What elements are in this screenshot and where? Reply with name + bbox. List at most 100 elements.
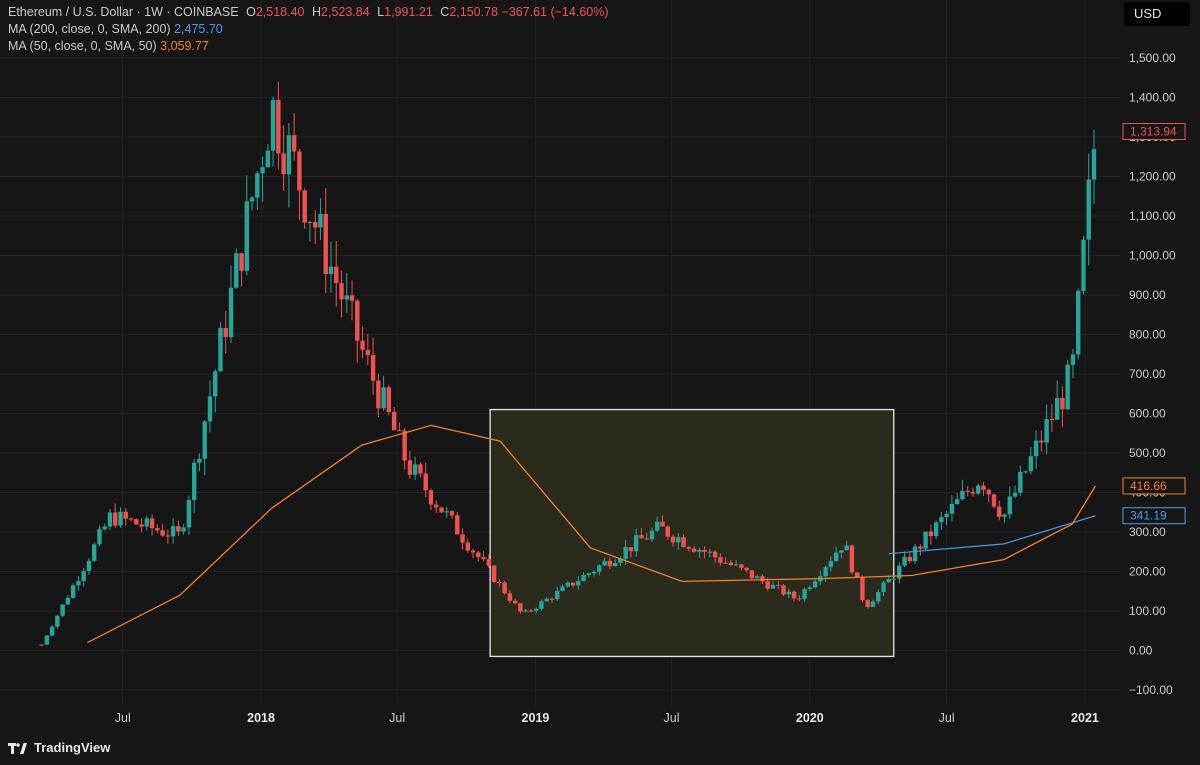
candle-body xyxy=(697,549,702,552)
candle-body xyxy=(255,173,260,198)
candle-body xyxy=(381,387,386,409)
candle-body xyxy=(355,300,360,341)
candle-body xyxy=(876,592,881,602)
candle-body xyxy=(607,560,613,567)
candle-body xyxy=(1076,290,1081,355)
candle-body xyxy=(1054,397,1060,420)
candle-body xyxy=(997,506,1002,517)
ma50-legend[interactable]: MA (50, close, 0, SMA, 50) 3,059.77 xyxy=(8,39,209,53)
candle-body xyxy=(81,571,86,582)
x-tick-label: Jul xyxy=(389,711,405,725)
candle-body xyxy=(755,576,760,579)
candle-body xyxy=(360,340,365,350)
candle-body xyxy=(728,562,734,566)
candle-body xyxy=(318,213,323,228)
candle-body xyxy=(854,572,860,578)
candle-body xyxy=(970,491,976,494)
x-tick-label: Jul xyxy=(115,711,131,725)
candle-body xyxy=(1086,179,1091,240)
candle-body xyxy=(849,545,855,573)
price-axis[interactable]: −100.000.00100.00200.00300.00400.00500.0… xyxy=(1129,51,1176,697)
low-value: 1,991.21 xyxy=(384,5,433,19)
symbol-title[interactable]: Ethereum / U.S. Dollar · 1W · COINBASE xyxy=(8,5,239,19)
y-tick-label: 1,200.00 xyxy=(1129,170,1176,184)
candle-body xyxy=(502,582,507,594)
candle-body xyxy=(844,545,849,551)
candle-body xyxy=(912,546,918,562)
candle-body xyxy=(428,490,434,505)
candle-body xyxy=(139,524,144,527)
candle-body xyxy=(486,559,492,566)
candle-body xyxy=(534,608,539,611)
candle-body xyxy=(160,530,165,536)
y-tick-label: 1,400.00 xyxy=(1129,91,1176,105)
candle-body xyxy=(1039,440,1044,443)
ma200-line xyxy=(888,515,1096,555)
x-tick-label: Jul xyxy=(939,711,955,725)
candle-body xyxy=(649,530,655,540)
candle-body xyxy=(976,485,981,494)
candle-body xyxy=(586,573,592,576)
candle-body xyxy=(570,582,576,586)
candle-body xyxy=(391,411,397,431)
y-tick-label: 0.00 xyxy=(1129,644,1153,658)
high-value: 2,523.84 xyxy=(321,5,370,19)
candle-body xyxy=(65,597,71,605)
ma200-legend[interactable]: MA (200, close, 0, SMA, 200) 2,475.70 xyxy=(8,22,223,36)
candle-body xyxy=(334,266,339,284)
candle-body xyxy=(749,570,755,579)
candle-body xyxy=(1033,440,1039,457)
currency-button[interactable]: USD xyxy=(1124,2,1190,26)
candle-body xyxy=(691,548,697,552)
ma50-value: 3,059.77 xyxy=(160,39,209,53)
candle-body xyxy=(128,518,134,520)
candle-body xyxy=(528,610,534,612)
candle-body xyxy=(44,635,50,645)
y-tick-label: −100.00 xyxy=(1129,683,1173,697)
candle-body xyxy=(707,551,713,553)
candle-body xyxy=(628,547,634,552)
tradingview-logo[interactable]: TradingView xyxy=(8,740,110,755)
candle-body xyxy=(576,581,581,586)
candle-body xyxy=(539,601,544,609)
candle-body xyxy=(960,490,965,500)
candle-body xyxy=(313,221,318,228)
candle-body xyxy=(833,552,839,562)
candle-body xyxy=(686,546,692,549)
y-tick-label: 700.00 xyxy=(1129,367,1166,381)
candle-body xyxy=(197,458,202,463)
candle-body xyxy=(407,460,413,475)
candle-body xyxy=(444,511,449,513)
candle-body xyxy=(1049,419,1055,421)
candle-body xyxy=(1081,239,1086,291)
candle-body xyxy=(349,295,355,301)
y-tick-label: 1,100.00 xyxy=(1129,209,1176,223)
candle-body xyxy=(623,547,628,559)
candle-body xyxy=(291,135,297,152)
x-tick-label: 2019 xyxy=(522,711,550,725)
candle-body xyxy=(176,526,181,532)
candle-body xyxy=(86,560,92,572)
candle-body xyxy=(881,582,886,593)
change-value: −367.61 (−14.60%) xyxy=(501,5,609,19)
candle-body xyxy=(907,556,913,562)
ma200-value: 2,475.70 xyxy=(174,22,223,36)
candle-body xyxy=(302,190,307,223)
candle-body xyxy=(655,521,660,531)
price-label: 416.66 xyxy=(1130,479,1167,493)
candle-body xyxy=(281,153,286,175)
price-labels: 1,313.94 416.66 341.19 xyxy=(1122,122,1186,525)
candle-body xyxy=(339,283,344,300)
candle-body xyxy=(218,327,223,372)
candle-body xyxy=(1091,149,1097,180)
candle-body xyxy=(612,562,618,567)
candle-body xyxy=(1028,456,1034,472)
candle-body xyxy=(733,564,739,566)
time-axis[interactable]: Jul 2018 Jul 2019 Jul 2020 Jul 2021 xyxy=(115,711,1099,725)
candle-body xyxy=(155,528,160,531)
candle-body xyxy=(497,582,502,584)
candle-body xyxy=(223,327,228,338)
candle-body xyxy=(70,585,76,598)
candle-body xyxy=(791,591,797,599)
